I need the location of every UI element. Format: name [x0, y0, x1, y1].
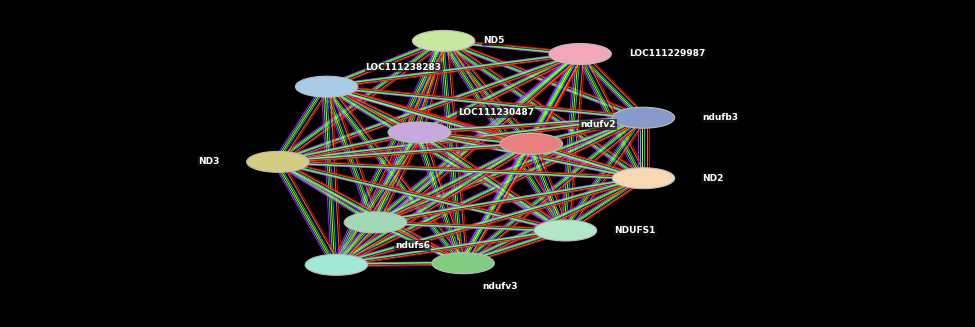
Text: LOC111230487: LOC111230487 — [458, 108, 534, 117]
Text: LOC111229987: LOC111229987 — [629, 49, 705, 59]
Circle shape — [412, 30, 475, 51]
Text: ndufv2: ndufv2 — [580, 120, 615, 129]
Text: ND3: ND3 — [198, 157, 219, 166]
Text: ndufs6: ndufs6 — [395, 241, 430, 250]
Text: ndufb3: ndufb3 — [702, 113, 738, 122]
Text: ND2: ND2 — [702, 174, 723, 183]
Circle shape — [305, 254, 368, 275]
Circle shape — [500, 133, 563, 154]
Text: NDUFS1: NDUFS1 — [614, 226, 655, 235]
Circle shape — [534, 220, 597, 241]
Circle shape — [295, 76, 358, 97]
Circle shape — [432, 253, 494, 274]
Text: LOC111238283: LOC111238283 — [366, 62, 442, 72]
Circle shape — [247, 151, 309, 172]
Circle shape — [344, 212, 407, 233]
Text: ND5: ND5 — [483, 36, 504, 45]
Circle shape — [612, 168, 675, 189]
Circle shape — [549, 43, 611, 64]
Circle shape — [388, 122, 450, 143]
Text: ndufv3: ndufv3 — [483, 282, 518, 291]
Circle shape — [612, 107, 675, 128]
